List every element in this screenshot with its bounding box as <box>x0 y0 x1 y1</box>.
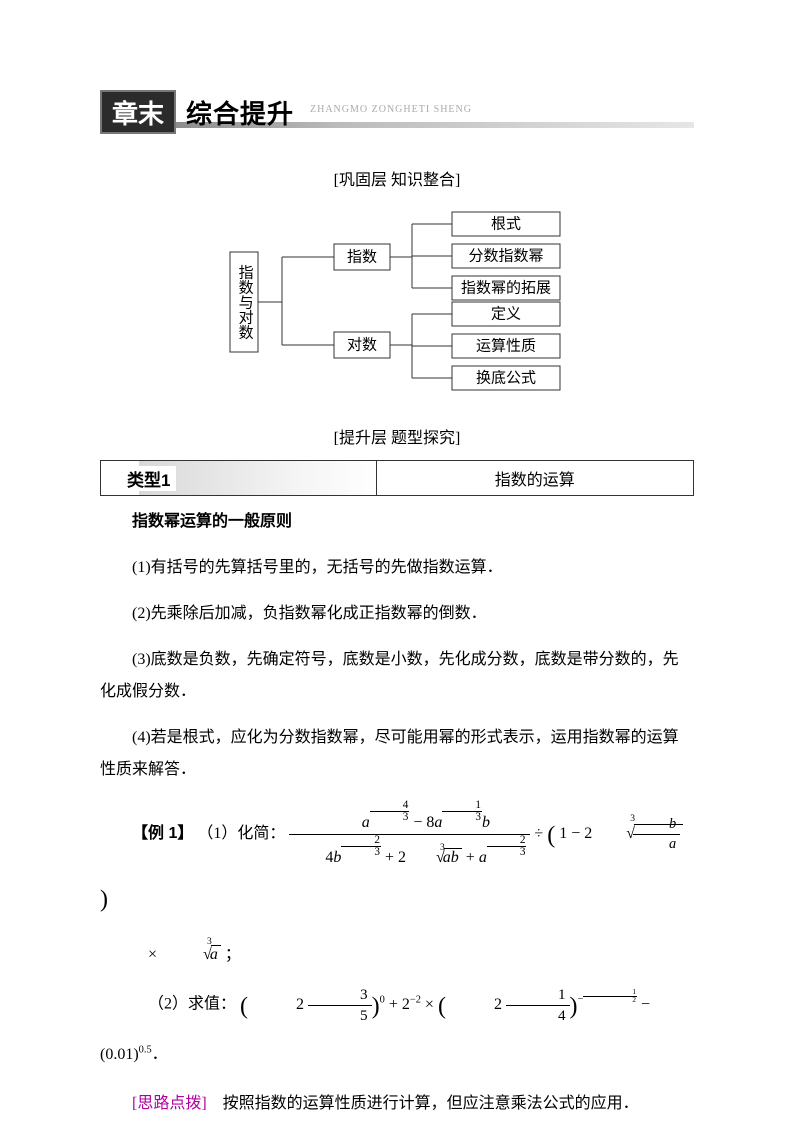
type-cell-left: 类型1 <box>101 461 377 495</box>
concept-map-svg: 指数与对数 指数对数 根式分数指数幂指数幂的拓展定义运算性质换底公式 <box>212 202 582 406</box>
example-1-line2: × 3a ； <box>100 937 694 972</box>
type-row: 类型1 指数的运算 <box>100 460 694 496</box>
banner-box: 章末 <box>100 90 176 134</box>
hint-label: [思路点拨] <box>132 1095 207 1112</box>
svg-text:对数: 对数 <box>347 336 377 353</box>
svg-text:定义: 定义 <box>491 305 521 322</box>
principle-1: (1)有括号的先算括号里的，无括号的先做指数运算． <box>100 552 694 584</box>
section-title-1: [巩固层 知识整合] <box>100 166 694 190</box>
svg-text:指数与对数: 指数与对数 <box>237 265 254 340</box>
banner-suffix: 综合提升 <box>186 94 294 131</box>
principle-heading: 指数幂运算的一般原则 <box>100 506 694 538</box>
principle-4: (4)若是根式，应化为分数指数幂，尽可能用幂的形式表示，运用指数幂的运算性质来解… <box>100 722 694 786</box>
ex1-part1-prefix: （1）化简： <box>197 825 285 842</box>
example-1: 【例 1】 （1）化简： a43 − 8a13b 4b23 + 2 3ab + … <box>100 800 694 931</box>
hint-line: [思路点拨] 按照指数的运算性质进行计算，但应注意乘法公式的应用． <box>100 1088 694 1120</box>
svg-text:指数幂的拓展: 指数幂的拓展 <box>461 279 551 296</box>
example-label: 【例 1】 <box>132 825 193 842</box>
type-cell-right: 指数的运算 <box>377 461 693 495</box>
chapter-banner: 章末 综合提升 ZHANGMO ZONGHETI SHENG <box>100 90 694 136</box>
hint-text: 按照指数的运算性质进行计算，但应注意乘法公式的应用． <box>207 1095 639 1112</box>
example-1-part2: （2）求值： (2 35)0 + 2−2 × (2 14)−12 − (0.01… <box>100 978 694 1074</box>
section-title-2: [提升层 题型探究] <box>100 424 694 448</box>
svg-text:指数: 指数 <box>347 248 377 265</box>
svg-text:根式: 根式 <box>491 215 521 232</box>
svg-text:运算性质: 运算性质 <box>476 336 536 354</box>
svg-text:换底公式: 换底公式 <box>476 369 536 386</box>
principle-2: (2)先乘除后加减，负指数幂化成正指数幂的倒数． <box>100 598 694 630</box>
banner-pinyin: ZHANGMO ZONGHETI SHENG <box>310 104 472 115</box>
type-label: 类型1 <box>127 466 176 491</box>
concept-map: 指数与对数 指数对数 根式分数指数幂指数幂的拓展定义运算性质换底公式 <box>100 202 694 406</box>
principle-3: (3)底数是负数，先确定符号，底数是小数，先化成分数，底数是带分数的，先化成假分… <box>100 644 694 708</box>
ex1-part2-prefix: （2）求值： <box>148 996 236 1013</box>
svg-text:分数指数幂: 分数指数幂 <box>468 247 543 264</box>
